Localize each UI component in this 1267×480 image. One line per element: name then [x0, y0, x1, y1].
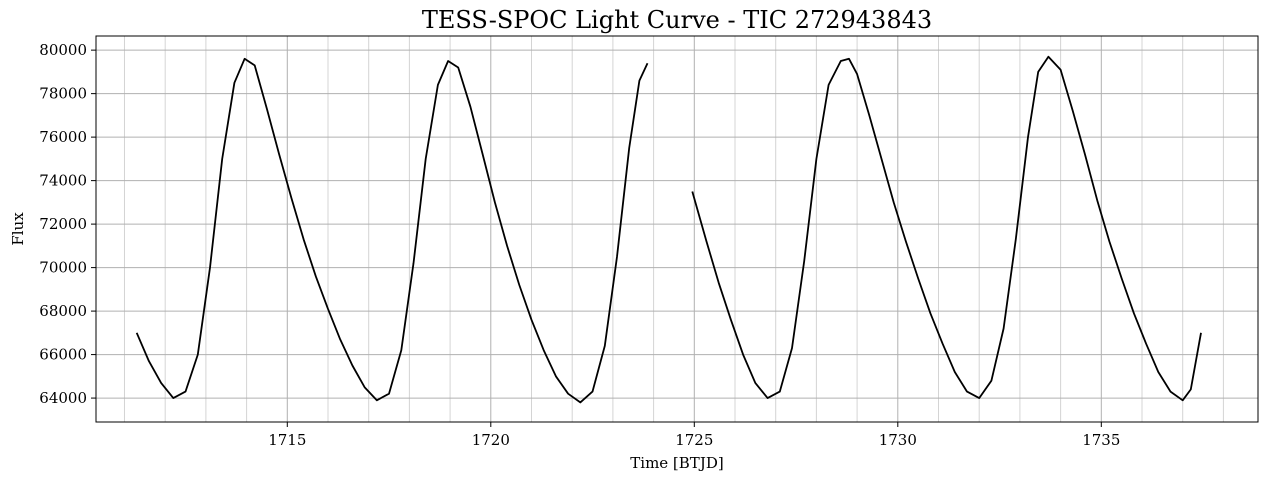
x-axis: 1715 1720 1725 1730 1735 [268, 422, 1120, 449]
y-tick-label: 78000 [39, 85, 87, 103]
x-tick-label: 1735 [1082, 431, 1120, 449]
y-tick-label: 74000 [39, 172, 87, 190]
flux-line-segment [135, 57, 649, 404]
flux-line-segment [691, 55, 1202, 402]
y-axis-label: Flux [9, 212, 27, 246]
y-tick-label: 76000 [39, 128, 87, 146]
x-tick-label: 1730 [879, 431, 917, 449]
y-tick-label: 64000 [39, 389, 87, 407]
grid [96, 36, 1258, 422]
x-tick-label: 1720 [472, 431, 510, 449]
y-tick-label: 80000 [39, 41, 87, 59]
x-tick-label: 1715 [268, 431, 306, 449]
y-axis: 64000 66000 68000 70000 72000 74000 76000 78000… [39, 41, 96, 407]
chart-title: TESS-SPOC Light Curve - TIC 272943843 [422, 6, 932, 34]
y-tick-label: 70000 [39, 259, 87, 277]
x-axis-label: Time [BTJD] [630, 454, 723, 472]
flux-series [135, 55, 1202, 404]
x-tick-label: 1725 [675, 431, 713, 449]
y-tick-label: 66000 [39, 346, 87, 364]
y-tick-label: 72000 [39, 215, 87, 233]
y-tick-label: 68000 [39, 302, 87, 320]
plot-frame [95, 35, 1259, 423]
